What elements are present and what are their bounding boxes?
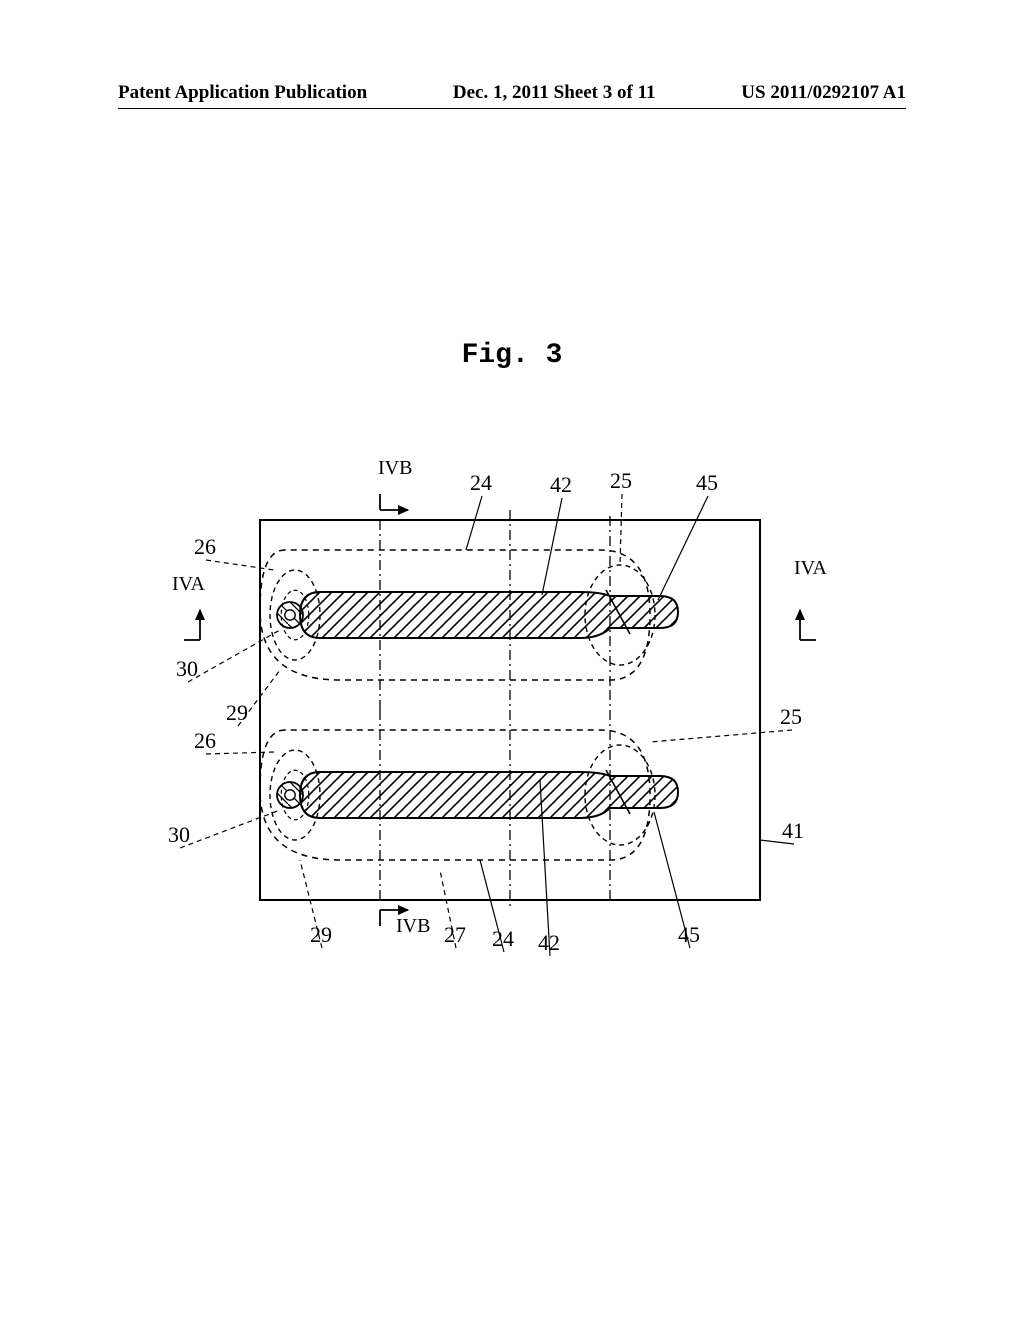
ref-number: 26 xyxy=(194,728,216,753)
hatched-body xyxy=(300,592,678,638)
ref-number: 41 xyxy=(782,818,804,843)
nozzle-bore xyxy=(285,610,295,620)
ref-number: 24 xyxy=(492,926,514,951)
section-label: IVB xyxy=(396,915,430,937)
ref-leader xyxy=(466,496,482,550)
ref-leader xyxy=(188,630,280,682)
ref-number: 45 xyxy=(678,922,700,947)
header-center: Dec. 1, 2011 Sheet 3 of 11 xyxy=(453,82,656,104)
header-rule xyxy=(118,108,906,109)
ref-leader xyxy=(180,810,280,848)
ref-number: 42 xyxy=(550,472,572,497)
section-label: IVB xyxy=(378,457,412,479)
ref-number: 45 xyxy=(696,470,718,495)
figure-diagram: IVBIVBIVAIVA2442254526302926302541292724… xyxy=(180,480,840,980)
section-label: IVA xyxy=(794,557,828,579)
figure-title: Fig. 3 xyxy=(0,340,1024,371)
hatched-body xyxy=(300,772,678,818)
ref-number: 26 xyxy=(194,534,216,559)
ref-number: 29 xyxy=(310,922,332,947)
ref-number: 42 xyxy=(538,930,560,955)
header-right: US 2011/0292107 A1 xyxy=(741,82,906,104)
ref-leader xyxy=(658,496,708,600)
ref-number: 25 xyxy=(610,468,632,493)
ref-leader xyxy=(206,560,274,570)
ref-number: 29 xyxy=(226,700,248,725)
ref-leader xyxy=(542,498,562,595)
header-left: Patent Application Publication xyxy=(118,82,367,104)
ref-number: 27 xyxy=(444,922,466,947)
ref-number: 30 xyxy=(168,822,190,847)
nozzle-bore xyxy=(285,790,295,800)
ref-leader xyxy=(650,730,792,742)
section-label: IVA xyxy=(172,573,206,595)
diagram-svg: IVBIVBIVAIVA2442254526302926302541292724… xyxy=(180,480,840,980)
ref-number: 30 xyxy=(176,656,198,681)
ref-number: 24 xyxy=(470,470,492,495)
page-header: Patent Application Publication Dec. 1, 2… xyxy=(0,82,1024,104)
ref-number: 25 xyxy=(780,704,802,729)
